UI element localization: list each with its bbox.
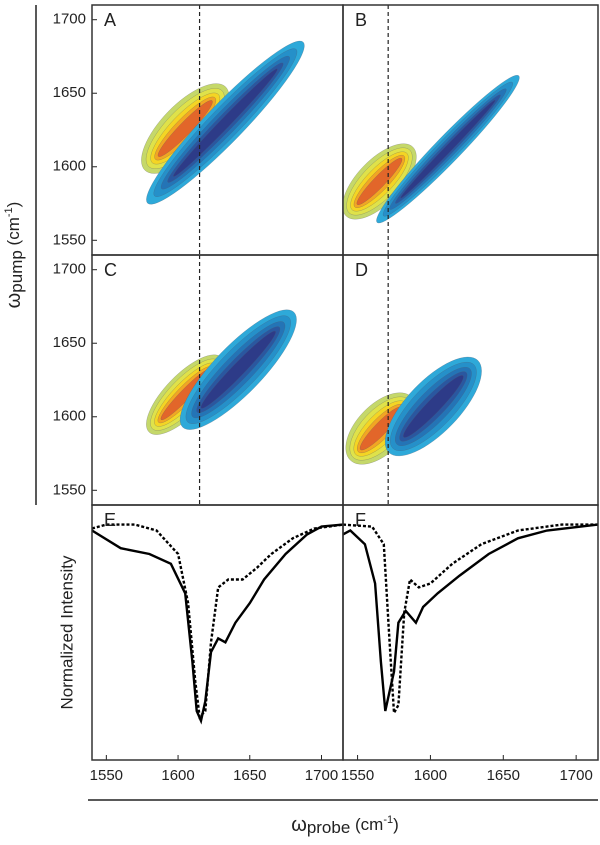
y-tick-label: 1700	[53, 11, 86, 28]
x-tick-label: 1700	[559, 767, 592, 784]
y-axis-label: ωpump (cm-1)	[3, 202, 27, 309]
panel-label: E	[104, 510, 116, 530]
x-tick-label: 1700	[305, 767, 338, 784]
panel-label: D	[355, 260, 368, 280]
contour-level	[400, 99, 496, 199]
panel	[92, 523, 343, 725]
contour-level	[403, 375, 464, 438]
y-tick-label: 1650	[53, 84, 86, 101]
panel	[343, 523, 598, 718]
panel-frame	[91, 504, 344, 761]
y-tick-label: 1550	[53, 231, 86, 248]
trace	[92, 523, 343, 725]
panel-label: F	[355, 510, 366, 530]
panel-label: B	[355, 10, 367, 30]
y-tick-label: 1600	[53, 408, 86, 425]
x-tick-label: 1600	[161, 767, 194, 784]
x-tick-label: 1650	[233, 767, 266, 784]
panel-frame	[342, 504, 599, 761]
panel	[345, 255, 482, 505]
y-tick-label: 1650	[53, 334, 86, 351]
contour-level	[157, 100, 213, 157]
y-tick-label: 1700	[53, 261, 86, 278]
x-tick-label: 1550	[341, 767, 374, 784]
contour-level	[200, 330, 276, 409]
panel-label: A	[104, 10, 116, 30]
x-tick-label: 1650	[487, 767, 520, 784]
x-tick-label: 1550	[90, 767, 123, 784]
panel	[146, 255, 297, 505]
panel	[343, 5, 520, 255]
y-axis-label: Normalized Intensity	[57, 555, 76, 710]
trace	[92, 523, 343, 720]
y-tick-label: 1550	[53, 481, 86, 498]
trace	[343, 523, 598, 712]
trace	[343, 523, 598, 718]
panel	[141, 5, 305, 255]
x-axis-label: ωprobe (cm-1)	[291, 814, 399, 838]
contour-level	[356, 157, 403, 206]
x-tick-label: 1600	[414, 767, 447, 784]
contour-level	[173, 68, 278, 177]
panel-label: C	[104, 260, 117, 280]
y-tick-label: 1600	[53, 158, 86, 175]
